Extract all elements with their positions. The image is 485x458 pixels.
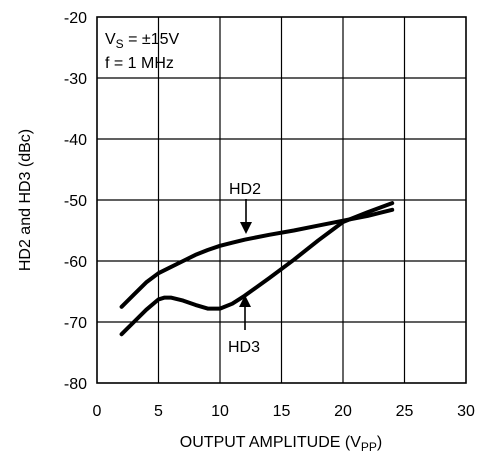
frequency-annotation: f = 1 MHz [105,55,174,72]
hd3-arrow-head [239,295,251,307]
x-tick-label: 0 [93,403,102,420]
y-axis-label: HD2 and HD3 (dBc) [17,129,34,271]
y-tick-label: -70 [64,315,87,332]
x-tick-label: 10 [211,403,229,420]
hd3-arrow-label: HD3 [228,339,260,356]
y-tick-labels: -80 -70 -60 -50 -40 -30 -20 [64,10,87,393]
x-tick-label: 30 [457,403,475,420]
series-line-hd3 [119,201,395,337]
y-tick-label: -50 [64,193,87,210]
series-line-hd2 [119,207,395,309]
series-lines [119,201,395,337]
supply-voltage-annotation: VS = ±15V [105,31,180,51]
hd2-arrow-label: HD2 [229,181,261,198]
x-tick-label: 25 [396,403,414,420]
grid-lines [97,17,466,383]
hd2-arrow-head [240,222,252,234]
y-tick-label: -30 [64,71,87,88]
x-tick-labels: 0 5 10 15 20 25 30 [93,403,475,420]
y-tick-label: -20 [64,10,87,27]
y-tick-label: -40 [64,132,87,149]
x-axis-label: OUTPUT AMPLITUDE (VPP) [180,434,382,454]
x-tick-label: 15 [273,403,291,420]
plot-frame [96,16,467,384]
y-tick-label: -60 [64,254,87,271]
y-tick-label: -80 [64,376,87,393]
x-tick-label: 20 [334,403,352,420]
x-tick-label: 5 [154,403,163,420]
